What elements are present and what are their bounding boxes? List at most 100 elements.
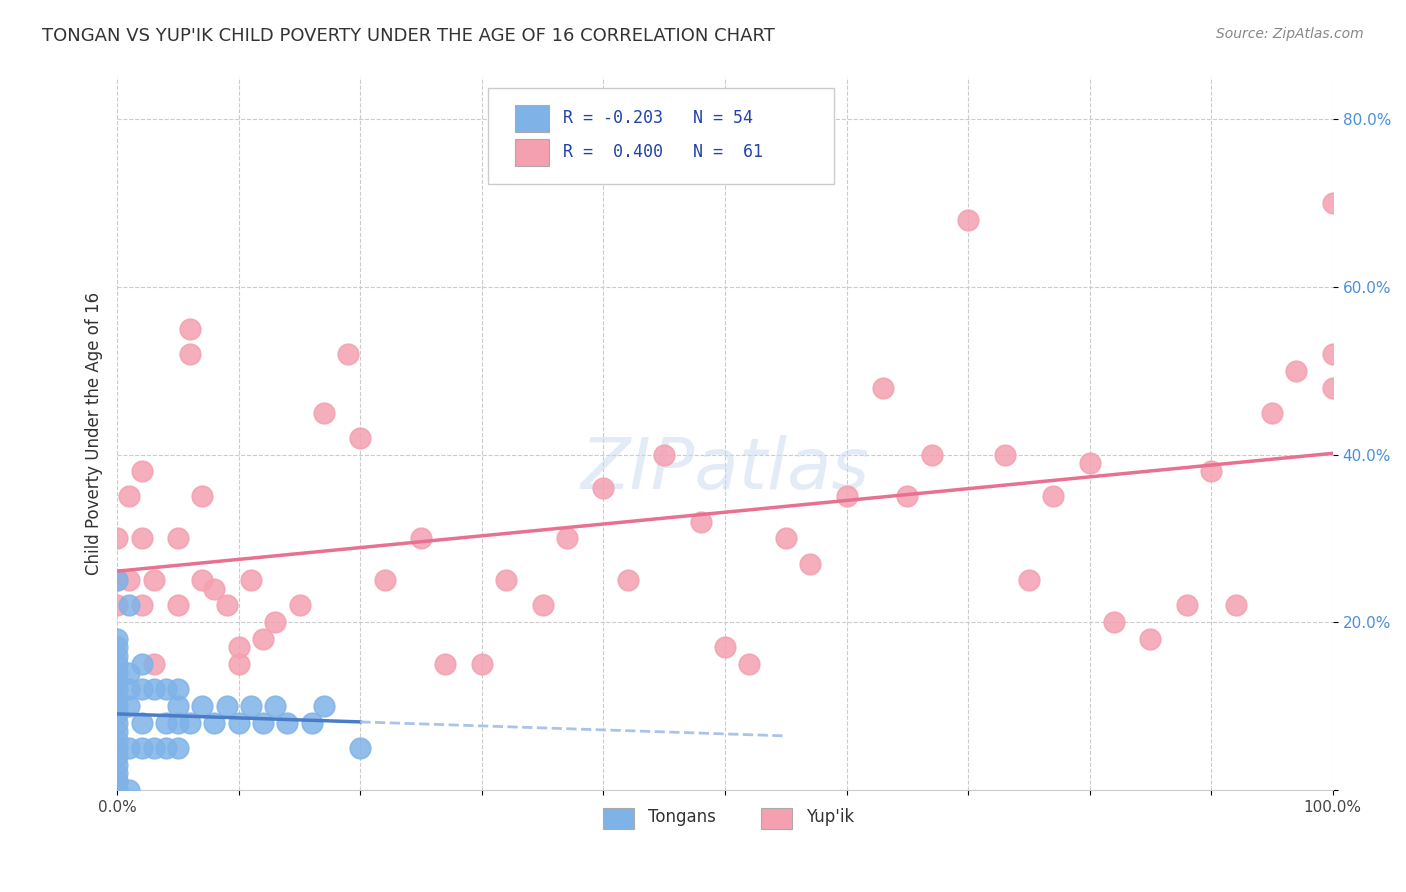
Point (264, 699, 287, 714)
Point (118, 782, 141, 797)
Point (105, 648, 128, 663)
Point (105, 774, 128, 789)
Point (105, 699, 128, 714)
Point (142, 657, 165, 672)
Point (142, 740, 165, 755)
Point (179, 322, 201, 336)
Point (118, 682, 141, 697)
Point (167, 740, 190, 755)
Point (228, 657, 250, 672)
Text: TONGAN VS YUP'IK CHILD POVERTY UNDER THE AGE OF 16 CORRELATION CHART: TONGAN VS YUP'IK CHILD POVERTY UNDER THE… (42, 27, 775, 45)
Point (896, 490, 918, 504)
Point (652, 448, 675, 462)
Text: Yup'ik: Yup'ik (807, 808, 855, 826)
Point (105, 749, 128, 764)
Point (191, 699, 214, 714)
Point (495, 574, 517, 588)
Point (191, 490, 214, 504)
Point (179, 347, 201, 361)
Point (105, 782, 128, 797)
Point (191, 574, 214, 588)
Point (118, 490, 141, 504)
Point (1018, 574, 1040, 588)
Point (105, 766, 128, 780)
Point (118, 599, 141, 613)
Point (337, 347, 360, 361)
Point (131, 599, 153, 613)
Point (118, 665, 141, 680)
Point (957, 213, 980, 227)
Point (1322, 380, 1344, 394)
Point (105, 782, 128, 797)
Point (105, 782, 128, 797)
Point (1042, 490, 1064, 504)
Point (531, 599, 554, 613)
Point (105, 632, 128, 646)
Text: Tongans: Tongans (648, 808, 716, 826)
Point (276, 715, 298, 730)
Text: Source: ZipAtlas.com: Source: ZipAtlas.com (1216, 27, 1364, 41)
Point (775, 532, 797, 546)
Point (1102, 615, 1125, 630)
Point (689, 515, 711, 529)
Point (167, 715, 190, 730)
Point (167, 699, 190, 714)
Point (105, 574, 128, 588)
Point (167, 532, 190, 546)
Point (105, 673, 128, 688)
Point (1322, 347, 1344, 361)
Point (921, 448, 943, 462)
Point (714, 640, 737, 655)
Point (131, 715, 153, 730)
Point (131, 740, 153, 755)
Point (1139, 632, 1161, 646)
Point (799, 557, 821, 571)
Point (616, 574, 638, 588)
Point (105, 574, 128, 588)
Point (252, 715, 274, 730)
Point (288, 599, 311, 613)
Point (118, 699, 141, 714)
Point (167, 682, 190, 697)
Point (312, 699, 335, 714)
Point (1261, 406, 1284, 420)
Point (409, 532, 432, 546)
Point (239, 574, 262, 588)
Point (105, 657, 128, 672)
Point (105, 599, 128, 613)
Point (1285, 364, 1308, 378)
Point (167, 599, 190, 613)
Point (105, 640, 128, 655)
Point (349, 740, 371, 755)
FancyBboxPatch shape (515, 139, 548, 166)
Point (105, 715, 128, 730)
Point (118, 740, 141, 755)
Point (142, 682, 165, 697)
Point (131, 532, 153, 546)
Point (555, 532, 578, 546)
Point (1225, 599, 1247, 613)
Point (1199, 464, 1222, 478)
Point (312, 406, 335, 420)
Point (105, 757, 128, 772)
Point (155, 682, 177, 697)
Point (592, 481, 614, 495)
Point (142, 574, 165, 588)
Point (155, 740, 177, 755)
Point (131, 682, 153, 697)
Text: R =  0.400   N =  61: R = 0.400 N = 61 (564, 144, 763, 161)
Point (239, 699, 262, 714)
Point (434, 657, 457, 672)
Point (131, 464, 153, 478)
Point (105, 774, 128, 789)
Point (993, 448, 1015, 462)
Point (228, 715, 250, 730)
Point (131, 657, 153, 672)
Point (105, 665, 128, 680)
FancyBboxPatch shape (603, 807, 634, 829)
Point (215, 599, 238, 613)
Point (105, 690, 128, 705)
Point (264, 615, 287, 630)
Point (374, 574, 396, 588)
Point (301, 715, 323, 730)
